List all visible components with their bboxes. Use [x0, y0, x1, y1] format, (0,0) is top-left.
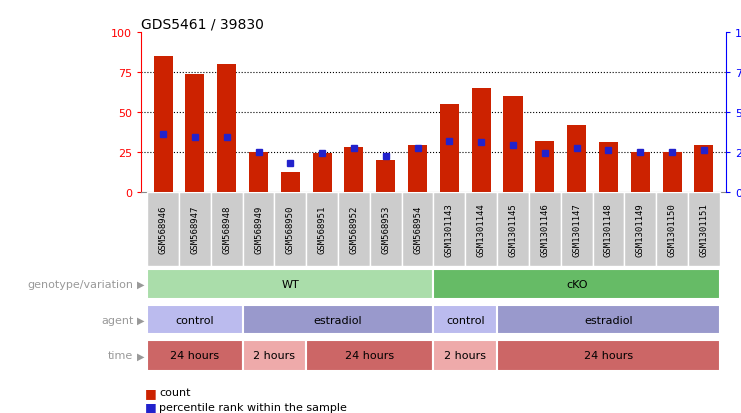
Bar: [535, 141, 554, 192]
Bar: [497, 340, 720, 371]
Bar: [503, 97, 522, 192]
Text: GSM568954: GSM568954: [413, 205, 422, 253]
Bar: [370, 192, 402, 266]
Text: time: time: [108, 351, 133, 361]
Text: GSM1301149: GSM1301149: [636, 202, 645, 256]
Bar: [306, 192, 338, 266]
Text: GSM1301146: GSM1301146: [540, 202, 549, 256]
Bar: [529, 192, 561, 266]
Text: GSM1301148: GSM1301148: [604, 202, 613, 256]
Text: GSM1301145: GSM1301145: [508, 202, 517, 256]
Text: GSM568948: GSM568948: [222, 205, 231, 253]
Text: genotype/variation: genotype/variation: [27, 279, 133, 290]
Bar: [631, 152, 650, 192]
Bar: [433, 305, 497, 335]
Text: ▶: ▶: [137, 351, 144, 361]
Bar: [281, 173, 300, 192]
Bar: [242, 305, 433, 335]
Bar: [185, 74, 205, 192]
Text: control: control: [446, 315, 485, 325]
Bar: [688, 192, 720, 266]
Bar: [497, 192, 529, 266]
Text: GSM568951: GSM568951: [318, 205, 327, 253]
Bar: [313, 154, 332, 192]
Bar: [662, 152, 682, 192]
Bar: [433, 269, 720, 299]
Bar: [147, 192, 179, 266]
Text: ▶: ▶: [137, 279, 144, 290]
Bar: [593, 192, 625, 266]
Bar: [306, 340, 433, 371]
Bar: [345, 147, 364, 192]
Bar: [561, 192, 593, 266]
Bar: [433, 340, 497, 371]
Bar: [625, 192, 657, 266]
Bar: [465, 192, 497, 266]
Bar: [147, 340, 242, 371]
Text: 24 hours: 24 hours: [584, 351, 633, 361]
Bar: [147, 269, 433, 299]
Text: 2 hours: 2 hours: [253, 351, 296, 361]
Text: GSM568952: GSM568952: [350, 205, 359, 253]
Bar: [210, 192, 242, 266]
Text: GSM1301150: GSM1301150: [668, 202, 677, 256]
Bar: [440, 104, 459, 192]
Text: ■: ■: [144, 400, 156, 413]
Text: estradiol: estradiol: [313, 315, 362, 325]
Bar: [338, 192, 370, 266]
Bar: [599, 143, 618, 192]
Bar: [694, 146, 714, 192]
Text: GSM1301144: GSM1301144: [476, 202, 485, 256]
Bar: [376, 160, 395, 192]
Bar: [274, 192, 306, 266]
Bar: [433, 192, 465, 266]
Bar: [242, 192, 274, 266]
Text: control: control: [176, 315, 214, 325]
Text: count: count: [159, 387, 191, 397]
Bar: [242, 340, 306, 371]
Bar: [249, 152, 268, 192]
Text: GSM568947: GSM568947: [190, 205, 199, 253]
Bar: [179, 192, 210, 266]
Text: percentile rank within the sample: percentile rank within the sample: [159, 402, 348, 412]
Bar: [217, 65, 236, 192]
Text: GSM1301143: GSM1301143: [445, 202, 454, 256]
Bar: [408, 146, 427, 192]
Text: WT: WT: [282, 279, 299, 290]
Text: ▶: ▶: [137, 315, 144, 325]
Bar: [147, 305, 242, 335]
Text: GSM568946: GSM568946: [159, 205, 167, 253]
Bar: [472, 89, 491, 192]
Bar: [567, 125, 586, 192]
Text: agent: agent: [101, 315, 133, 325]
Text: GSM1301147: GSM1301147: [572, 202, 581, 256]
Text: ■: ■: [144, 386, 156, 399]
Text: estradiol: estradiol: [584, 315, 633, 325]
Text: cKO: cKO: [566, 279, 588, 290]
Text: GSM568953: GSM568953: [382, 205, 391, 253]
Bar: [402, 192, 433, 266]
Text: 2 hours: 2 hours: [445, 351, 486, 361]
Bar: [657, 192, 688, 266]
Text: 24 hours: 24 hours: [170, 351, 219, 361]
Text: GSM1301151: GSM1301151: [700, 202, 708, 256]
Text: GDS5461 / 39830: GDS5461 / 39830: [141, 18, 264, 32]
Bar: [497, 305, 720, 335]
Text: GSM568950: GSM568950: [286, 205, 295, 253]
Text: GSM568949: GSM568949: [254, 205, 263, 253]
Text: 24 hours: 24 hours: [345, 351, 394, 361]
Bar: [153, 57, 173, 192]
